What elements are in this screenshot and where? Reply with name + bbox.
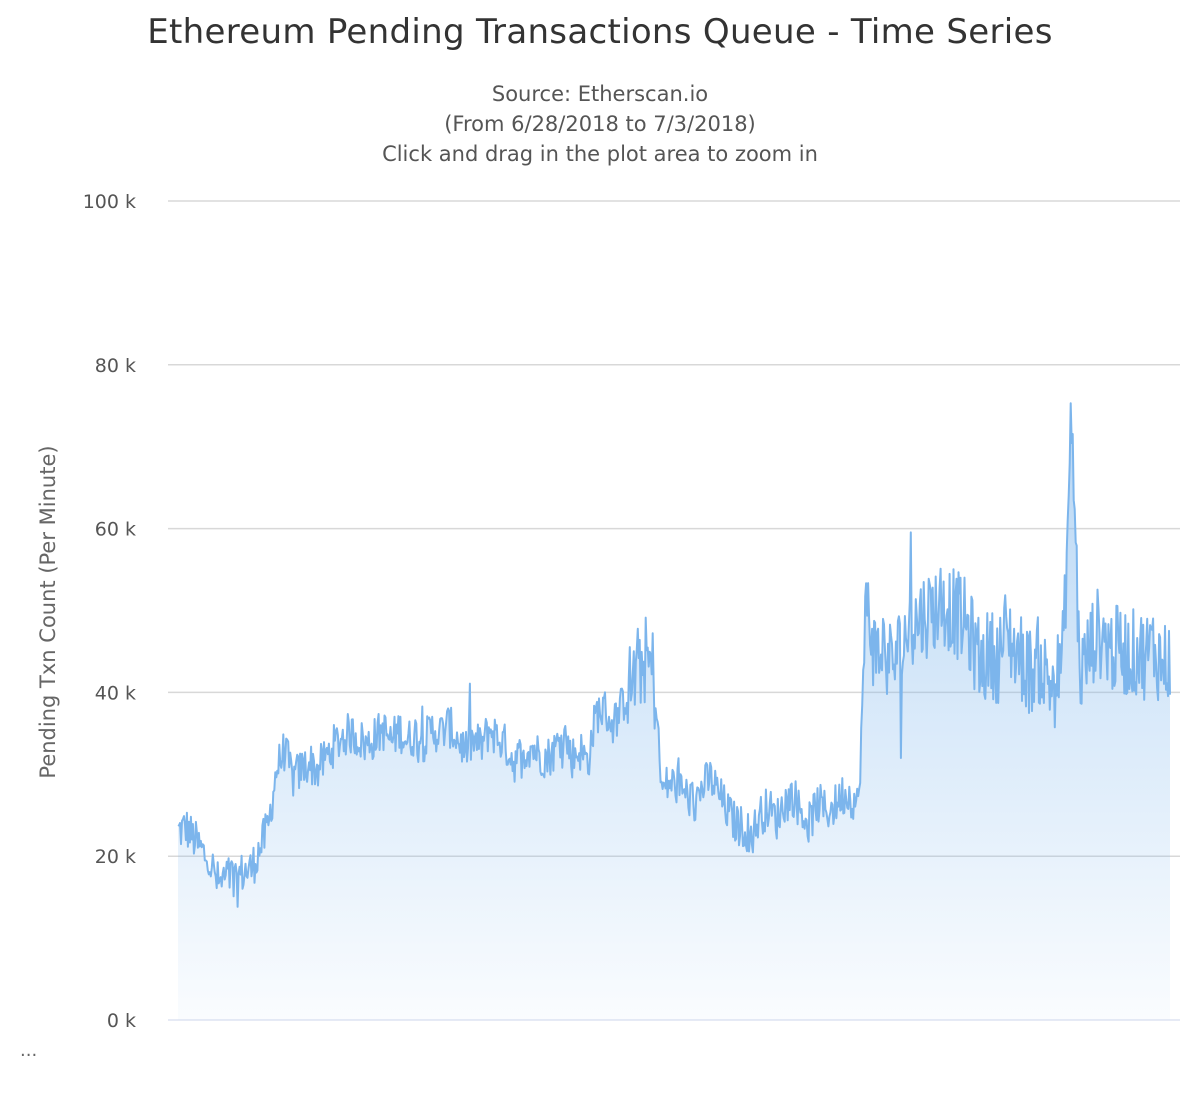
series-area-fill: [178, 403, 1170, 1020]
y-tick-label: 40 k: [95, 682, 136, 704]
y-tick-label: 0 k: [107, 1010, 136, 1032]
y-tick-label: 80 k: [95, 355, 136, 377]
y-tick-label: 20 k: [95, 846, 136, 868]
y-tick-label: 100 k: [83, 191, 136, 213]
y-tick-label: 60 k: [95, 519, 136, 541]
chart-title: Ethereum Pending Transactions Queue - Ti…: [147, 12, 1053, 52]
series-line[interactable]: [177, 402, 1171, 908]
chart-subtitle-zoom-hint: Click and drag in the plot area to zoom …: [382, 142, 818, 166]
chart-subtitle-source: Source: Etherscan.io: [491, 82, 709, 106]
overflow-ellipsis[interactable]: ...: [20, 1040, 38, 1061]
chart-subtitle-date-range: (From 6/28/2018 to 7/3/2018): [444, 112, 756, 136]
